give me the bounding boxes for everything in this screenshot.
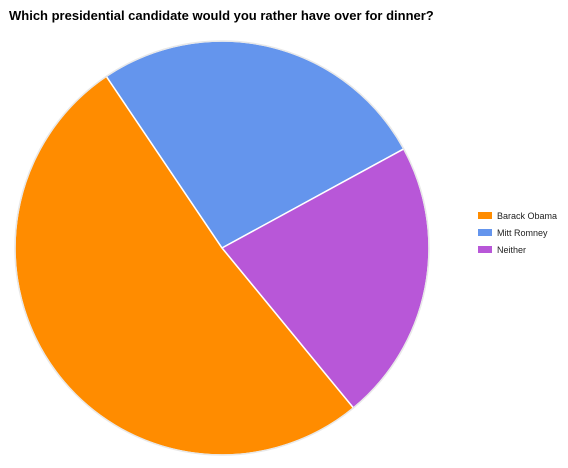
legend-item-mitt-romney: Mitt Romney (478, 224, 557, 241)
pie-outline (14, 40, 430, 456)
legend-swatch-barack-obama (478, 212, 492, 219)
legend-label-neither: Neither (497, 244, 527, 255)
legend-label-mitt-romney: Mitt Romney (497, 227, 548, 238)
legend-swatch-neither (478, 246, 492, 253)
legend-swatch-mitt-romney (478, 229, 492, 236)
legend-item-barack-obama: Barack Obama (478, 207, 557, 224)
legend-item-neither: Neither (478, 241, 557, 258)
legend-label-barack-obama: Barack Obama (497, 210, 558, 221)
chart-legend: Barack Obama Mitt Romney Neither (478, 207, 557, 258)
chart-title: Which presidential candidate would you r… (9, 8, 434, 23)
